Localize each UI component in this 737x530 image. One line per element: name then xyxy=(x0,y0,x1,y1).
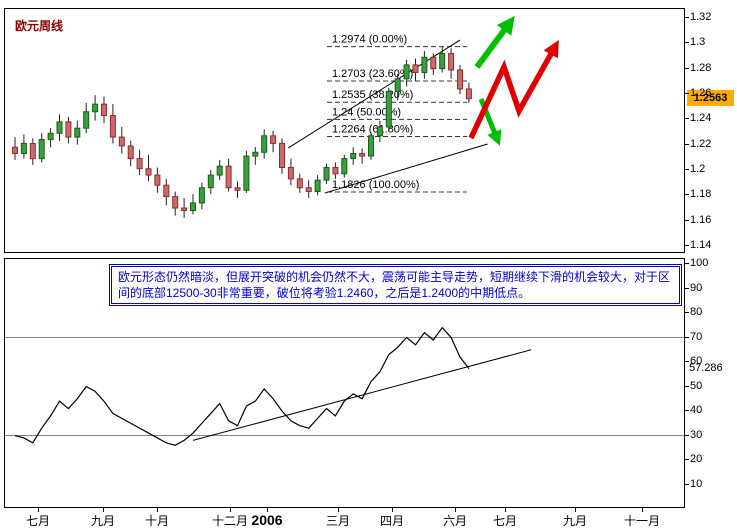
time-axis-tick xyxy=(38,508,39,512)
time-axis-tick xyxy=(157,508,158,512)
oscillator-trendline xyxy=(192,349,532,441)
time-axis-label: 三月 xyxy=(325,514,351,528)
time-axis-tick xyxy=(575,508,576,512)
scale-tick xyxy=(685,244,689,246)
price-scale-label: 1.16 xyxy=(690,213,712,226)
indicator-scale-label: 100 xyxy=(690,257,709,269)
scale-tick xyxy=(685,67,689,69)
scale-tick xyxy=(685,434,689,436)
price-chart-panel: 1.2974 (0.00%)1.2703 (23.60%)1.2535 (38.… xyxy=(4,8,685,253)
scale-tick xyxy=(685,143,689,145)
indicator-panel: 欧元形态仍然暗淡，但展开突破的机会仍然不大，震荡可能主导走势，短期继续下滑的机会… xyxy=(4,258,685,508)
time-axis-tick xyxy=(103,508,104,512)
current-price-badge: 1.2563 xyxy=(687,89,734,106)
scale-tick xyxy=(685,287,689,289)
time-axis-label: 十月 xyxy=(144,514,170,528)
indicator-scale-label: 10 xyxy=(690,477,703,490)
up-arrow-green xyxy=(474,15,515,69)
price-scale-label: 1.24 xyxy=(690,112,712,125)
time-axis-tick xyxy=(267,508,268,512)
candlestick-chart: 1.2974 (0.00%)1.2703 (23.60%)1.2535 (38.… xyxy=(12,15,559,219)
price-scale-label: 1.3 xyxy=(690,36,706,49)
scale-tick xyxy=(685,118,689,120)
time-axis-label: 七月 xyxy=(492,514,518,528)
scale-tick xyxy=(685,42,689,44)
price-scale-label: 1.22 xyxy=(690,137,712,150)
scale-tick xyxy=(685,17,689,18)
price-scale-label: 1.14 xyxy=(690,238,712,251)
fib-level-label: 1.2264 (61.80%) xyxy=(332,124,413,136)
time-axis-tick xyxy=(505,508,506,512)
indicator-scale-label: 30 xyxy=(690,428,703,441)
price-scale-label: 1.32 xyxy=(690,11,712,23)
time-axis-label: 十一月 xyxy=(623,514,661,528)
time-axis-label: 九月 xyxy=(562,514,588,528)
candles xyxy=(12,46,472,219)
scale-tick xyxy=(685,168,689,170)
indicator-current-value: 57.286 xyxy=(689,361,723,374)
fib-level-label: 1.2974 (0.00%) xyxy=(332,34,407,46)
chart-title: 欧元周线 xyxy=(15,19,64,33)
price-scale-label: 1.26 xyxy=(690,86,712,99)
indicator-scale-label: 80 xyxy=(690,306,703,318)
price-scale-label: 1.18 xyxy=(690,188,712,201)
scale-tick xyxy=(685,459,689,460)
scale-tick xyxy=(685,263,689,264)
scale-tick xyxy=(685,410,689,411)
oscillator-line xyxy=(14,326,470,446)
fib-level-label: 1.1826 (100.00%) xyxy=(332,179,419,191)
scale-tick xyxy=(685,385,689,387)
scale-tick xyxy=(685,312,689,313)
indicator-scale-label: 40 xyxy=(690,404,703,416)
indicator-scale-label: 60 xyxy=(690,355,703,367)
time-axis-tick xyxy=(392,508,393,512)
fib-level-label: 1.2703 (23.60%) xyxy=(332,68,413,80)
price-scale-label: 1.2 xyxy=(690,162,706,175)
time-axis-tick xyxy=(642,508,643,512)
scale-tick xyxy=(685,361,689,362)
indicator-scale-label: 70 xyxy=(690,330,703,343)
scale-tick xyxy=(685,483,689,485)
time-axis-tick xyxy=(455,508,456,512)
scale-tick xyxy=(685,92,689,94)
time-axis-label: 四月 xyxy=(379,514,405,528)
indicator-scale-label: 20 xyxy=(690,453,703,465)
zigzag-arrow-red xyxy=(468,39,559,140)
time-axis-label: 九月 xyxy=(90,514,116,528)
indicator-scale-label: 90 xyxy=(690,281,703,294)
time-axis-label: 2006 xyxy=(251,512,283,528)
time-axis-label: 十二月 xyxy=(211,514,249,528)
time-axis-tick xyxy=(338,508,339,512)
forecast-arrows xyxy=(468,15,559,146)
indicator-chart xyxy=(5,326,684,446)
scale-tick xyxy=(685,219,689,221)
time-axis-tick xyxy=(230,508,231,512)
scale-tick xyxy=(685,194,689,196)
indicator-scale-label: 50 xyxy=(690,379,703,392)
price-scale-label: 1.28 xyxy=(690,61,712,74)
time-axis-label: 六月 xyxy=(442,514,468,528)
scale-tick xyxy=(685,336,689,338)
fibonacci-retracement: 1.2974 (0.00%)1.2703 (23.60%)1.2535 (38.… xyxy=(327,34,467,193)
analysis-note: 欧元形态仍然暗淡，但展开突破的机会仍然不大，震荡可能主导走势，短期继续下滑的机会… xyxy=(109,264,682,307)
time-axis-label: 七月 xyxy=(25,514,51,528)
